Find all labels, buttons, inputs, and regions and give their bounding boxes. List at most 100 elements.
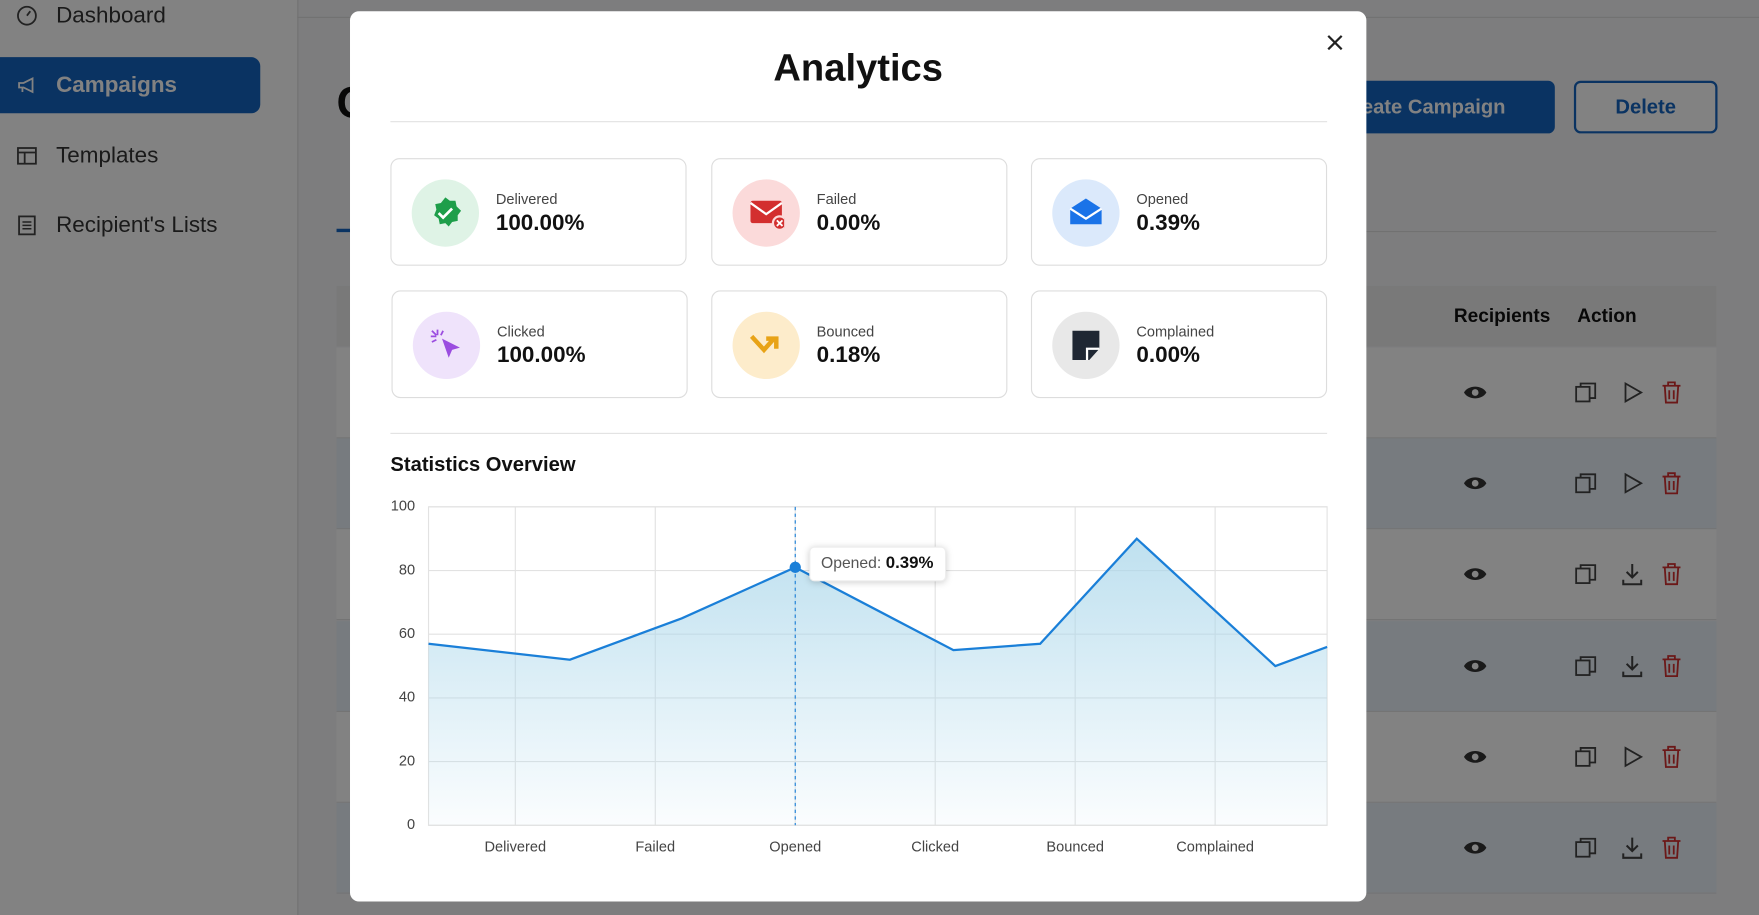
view-recipients-glyph: [1463, 477, 1487, 490]
modal-title: Analytics: [773, 47, 943, 90]
y-tick-label: 20: [399, 753, 415, 769]
view-recipients[interactable]: [1463, 562, 1488, 587]
x-tick-label: Opened: [769, 840, 821, 856]
download-glyph: [1622, 564, 1643, 586]
stat-card: Bounced 0.18%: [711, 290, 1008, 399]
stat-glyph: [1072, 330, 1100, 360]
duplicate-glyph: [1575, 564, 1597, 585]
view-recipients-glyph: [1463, 750, 1487, 763]
y-tick-label: 100: [391, 499, 415, 515]
duplicate[interactable]: [1574, 562, 1599, 587]
send[interactable]: [1620, 380, 1645, 405]
download[interactable]: [1620, 562, 1645, 587]
y-tick-label: 60: [399, 626, 415, 642]
x-tick-label: Failed: [635, 840, 675, 856]
send[interactable]: [1620, 471, 1645, 496]
stat-icon: [732, 311, 800, 380]
stat-glyph: [749, 334, 779, 354]
nav-item[interactable]: Templates: [0, 128, 260, 184]
x-tick-label: Delivered: [485, 840, 547, 856]
view-recipients[interactable]: [1463, 380, 1488, 405]
delete-glyph: [1662, 381, 1681, 404]
stat-card: Complained 0.00%: [1030, 290, 1328, 399]
delete[interactable]: [1659, 562, 1684, 587]
y-tick-label: 80: [399, 562, 415, 578]
delete[interactable]: [1659, 835, 1684, 860]
download-glyph: [1622, 655, 1643, 677]
stat-icon: [412, 311, 481, 380]
nav-icon: [18, 77, 34, 94]
view-recipients-glyph: [1463, 659, 1487, 672]
tooltip: Opened: 0.39%: [821, 553, 933, 572]
delete-button[interactable]: Delete: [1573, 80, 1718, 134]
nav-label: Campaigns: [56, 72, 178, 97]
stat-label: Clicked: [496, 322, 545, 340]
nav-label: Templates: [56, 142, 159, 168]
duplicate[interactable]: [1574, 471, 1599, 496]
delete-glyph: [1662, 563, 1681, 586]
delete[interactable]: [1659, 653, 1684, 678]
tooltip-label: Opened:: [821, 555, 881, 572]
download-glyph: [1622, 837, 1643, 859]
line: [428, 537, 1328, 668]
delete[interactable]: [1659, 380, 1684, 405]
duplicate-glyph: [1575, 473, 1597, 494]
statistics-chart: 0 20 40 60 80 100 Delivered Failed Opened Clicked…: [391, 499, 1328, 856]
view-recipients[interactable]: [1463, 471, 1488, 496]
duplicate[interactable]: [1574, 744, 1599, 769]
stat-label: Opened: [1136, 190, 1189, 208]
view-recipients[interactable]: [1463, 835, 1488, 860]
stat-glyph: [434, 197, 462, 227]
delete-glyph: [1662, 472, 1681, 495]
x-tick-label: Clicked: [911, 840, 959, 856]
nav-item[interactable]: Dashboard: [0, 0, 260, 44]
close-button[interactable]: [1326, 34, 1344, 52]
tab-underline: [336, 228, 353, 233]
view-recipients-glyph: [1463, 386, 1487, 399]
duplicate-glyph: [1575, 837, 1597, 858]
x-tick-label: Bounced: [1046, 840, 1104, 856]
stat-value: 100.00%: [495, 210, 585, 236]
delete-glyph: [1662, 654, 1681, 677]
delete[interactable]: [1659, 744, 1684, 769]
nav-icon: [17, 5, 37, 26]
download[interactable]: [1620, 653, 1645, 678]
view-recipients[interactable]: [1463, 653, 1488, 678]
view-recipients-glyph: [1463, 568, 1487, 581]
stat-card: Delivered 100.00%: [390, 158, 687, 266]
stat-label: Bounced: [816, 322, 875, 340]
stat-value: 100.00%: [496, 343, 586, 368]
stat-value: 0.18%: [816, 343, 881, 368]
x-tick-label: Complained: [1176, 840, 1254, 856]
stat-glyph: [430, 329, 460, 358]
duplicate[interactable]: [1574, 380, 1599, 405]
y-tick-label: 40: [399, 690, 415, 706]
divider: [390, 432, 1328, 434]
duplicate[interactable]: [1574, 835, 1599, 860]
delete-glyph: [1662, 745, 1681, 768]
stat-icon: [1052, 179, 1120, 247]
duplicate-glyph: [1575, 382, 1597, 403]
nav-item[interactable]: Recipient's Lists: [0, 197, 260, 253]
delete[interactable]: [1659, 471, 1684, 496]
sidebar: Dashboard Campaigns Templates Recipient's L…: [0, 0, 299, 915]
send-glyph: [1624, 472, 1644, 495]
download[interactable]: [1620, 835, 1645, 860]
analytics-modal: Analytics Statistics Overview 0 20 40 60 80 1…: [350, 11, 1367, 902]
stat-label: Failed: [816, 190, 857, 208]
send[interactable]: [1620, 744, 1645, 769]
view-recipients[interactable]: [1463, 744, 1488, 769]
stat-label: Complained: [1136, 322, 1215, 340]
stat-value: 0.39%: [1136, 210, 1201, 236]
stat-card: Opened 0.39%: [1030, 158, 1328, 266]
duplicate[interactable]: [1574, 653, 1599, 678]
delete-glyph: [1662, 836, 1681, 859]
nav-item[interactable]: Campaigns: [0, 57, 261, 114]
stat-card: Failed 0.00%: [711, 158, 1008, 266]
send-glyph: [1624, 381, 1644, 403]
column-header: Recipients: [1453, 304, 1551, 327]
stat-label: Delivered: [495, 190, 558, 208]
nav-label: Dashboard: [56, 2, 166, 28]
